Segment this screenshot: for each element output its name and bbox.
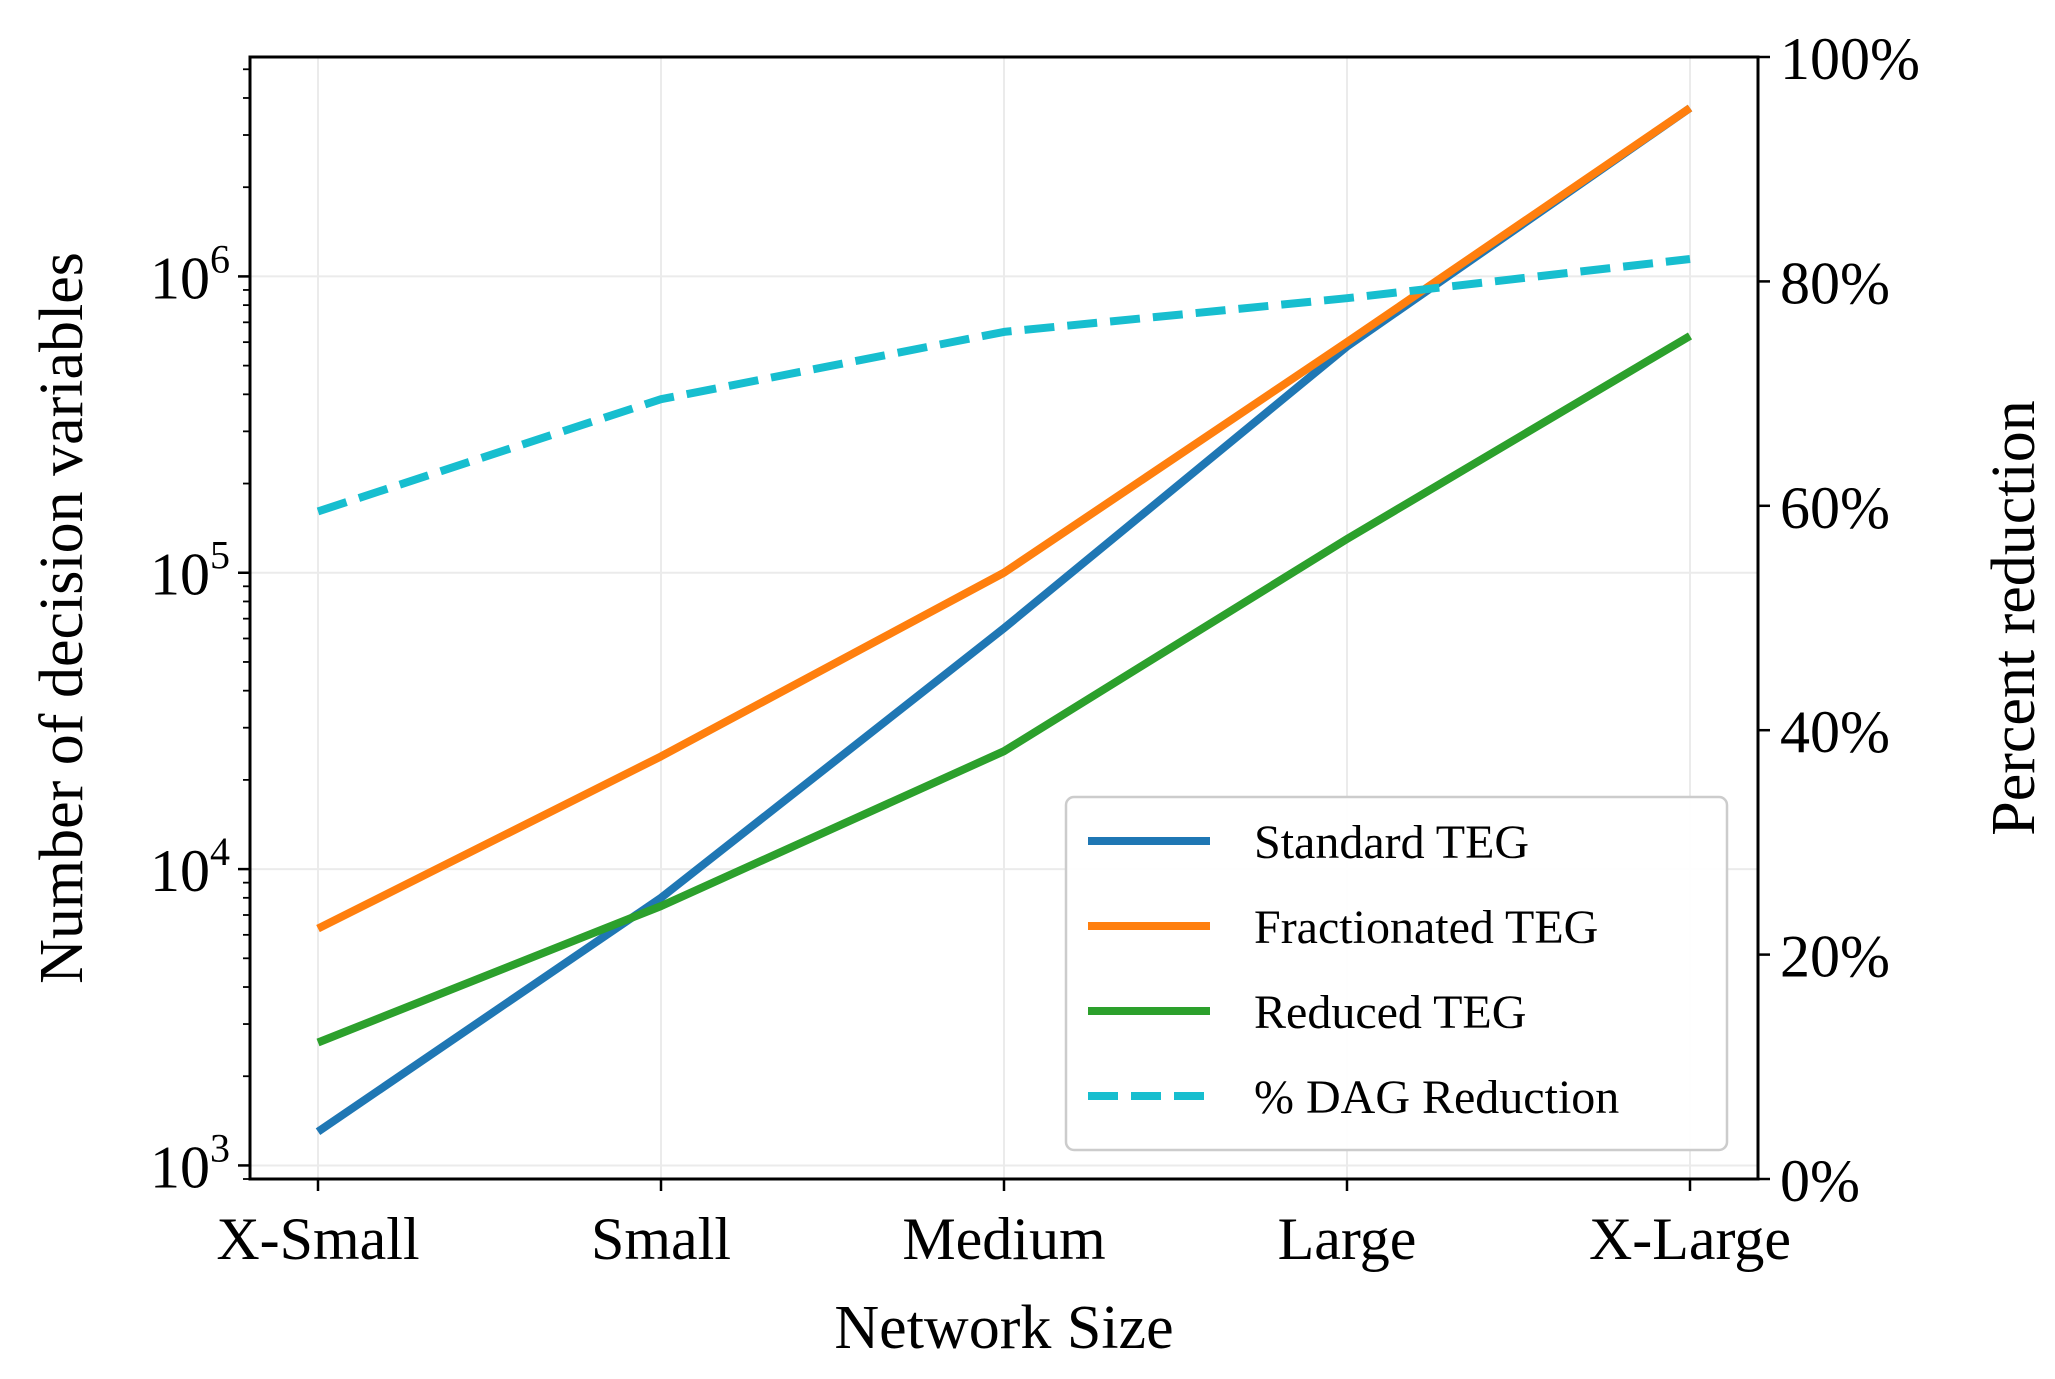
x-axis: X-Small Small Medium Large X-Large (216, 1179, 1791, 1272)
x-tick-label: Small (591, 1206, 731, 1272)
series-line-fractionated-teg (316, 104, 1693, 933)
y2-axis-title: Percent reduction (1980, 400, 2048, 836)
x-tick-label: Medium (902, 1206, 1105, 1272)
y2-tick-label: 0% (1780, 1148, 1860, 1214)
legend-label: Standard TEG (1254, 816, 1529, 869)
legend-label: % DAG Reduction (1254, 1071, 1619, 1124)
y2-tick-label: 20% (1780, 924, 1890, 990)
y2-tick-label: 40% (1780, 699, 1890, 765)
series-line-dag-reduction (316, 255, 1691, 516)
y-tick-label: 106 (150, 236, 230, 311)
x-axis-title: Network Size (834, 1294, 1173, 1362)
y2-tick-label: 80% (1780, 250, 1890, 316)
legend-label: Reduced TEG (1254, 986, 1526, 1039)
y-tick-label: 105 (150, 533, 230, 608)
series-line-reduced-teg (316, 332, 1693, 1047)
x-tick-label: X-Large (1589, 1206, 1791, 1272)
y-axis-title: Number of decision variables (28, 252, 96, 984)
y2-tick-label: 100% (1780, 26, 1920, 92)
right-axis: 0% 20% 40% 60% 80% 100% (1758, 26, 1920, 1214)
legend: Standard TEG Fractionated TEG Reduced TEG%… (1064, 795, 1729, 1152)
y-tick-label: 103 (150, 1125, 230, 1200)
y-tick-label: 104 (150, 829, 230, 904)
legend-label: Fractionated TEG (1254, 901, 1598, 954)
y2-tick-label: 60% (1780, 475, 1890, 541)
x-tick-label: X-Small (216, 1206, 419, 1272)
legend-box (1064, 795, 1729, 1152)
series-layer (315, 104, 1693, 1136)
left-axis: 103 104 105 106 (150, 68, 250, 1200)
x-tick-label: Large (1278, 1206, 1417, 1272)
